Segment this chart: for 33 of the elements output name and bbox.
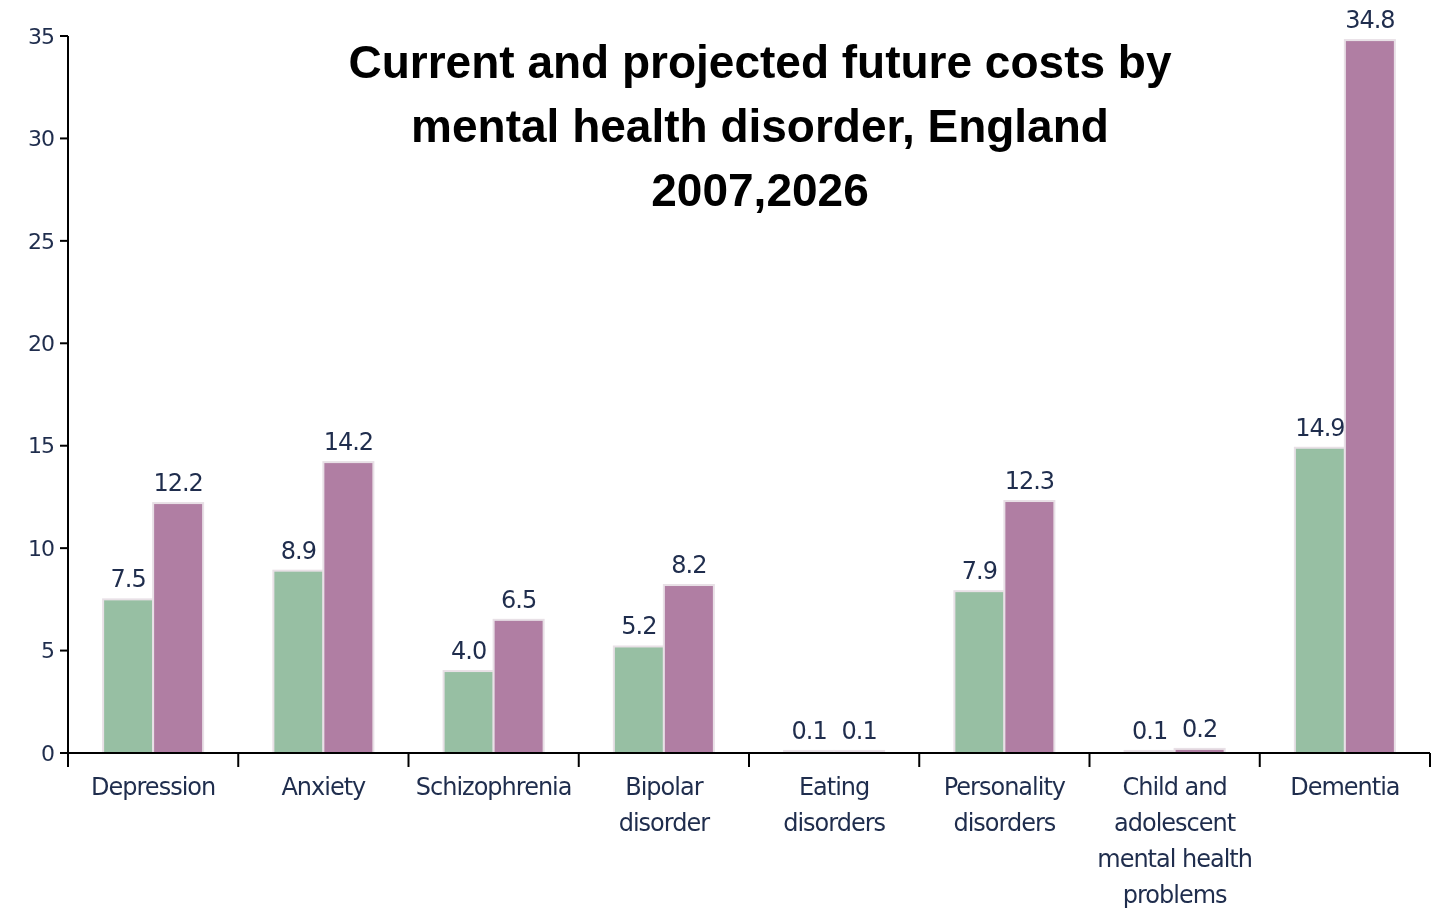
x-tick-label: Schizophrenia (415, 773, 572, 801)
data-label: 8.9 (280, 536, 316, 565)
data-label: 6.5 (501, 585, 537, 614)
data-label: 34.8 (1345, 6, 1395, 35)
data-label: 8.2 (671, 551, 707, 580)
y-tick-label: 25 (28, 228, 54, 254)
data-label: 5.2 (621, 612, 657, 641)
data-label: 0.1 (1132, 716, 1168, 745)
x-tick-label: Anxiety (281, 773, 367, 801)
x-tick-label: Child and adolescent mental health problems (1097, 773, 1252, 909)
data-label: 0.1 (791, 716, 827, 745)
data-label: 7.5 (110, 565, 146, 594)
y-tick-label: 0 (41, 740, 54, 766)
x-tick-label: Bipolar disorder (618, 773, 711, 837)
data-label: 14.9 (1295, 413, 1345, 442)
text: Current and projected future costs by mental health disorder, England 2007,2026 (348, 36, 1172, 216)
y-tick-label: 15 (28, 433, 54, 459)
y-tick-label: 35 (28, 23, 54, 49)
data-label: 12.2 (153, 469, 203, 498)
x-tick-label: Personality disorders (943, 773, 1066, 837)
data-label: 0.1 (841, 716, 877, 745)
data-label: 12.3 (1004, 467, 1055, 496)
data-label: 7.9 (961, 557, 997, 586)
y-tick-label: 10 (28, 535, 54, 561)
data-label: 14.2 (323, 428, 374, 457)
y-tick-label: 20 (28, 330, 54, 356)
x-tick-label: Depression (91, 773, 216, 801)
x-tick-label: Dementia (1290, 773, 1400, 801)
y-tick-label: 30 (28, 126, 54, 152)
data-label: 0.2 (1182, 714, 1218, 743)
data-label: 4.0 (451, 637, 487, 666)
x-tick-label: Eating disorders (783, 773, 886, 837)
y-tick-label: 5 (41, 638, 54, 664)
